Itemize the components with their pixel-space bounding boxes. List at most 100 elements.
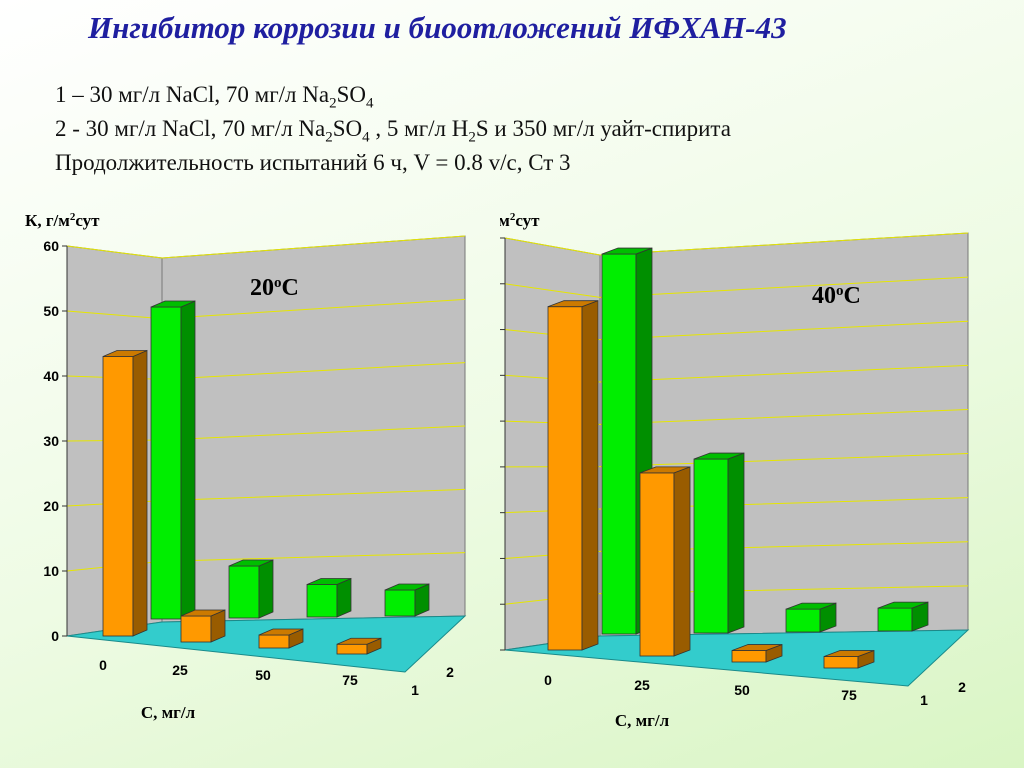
y-tick-label: 60 xyxy=(43,238,59,254)
gridline xyxy=(66,235,466,259)
bar-series1-2-front xyxy=(731,650,767,663)
bar-series2-2-front xyxy=(785,608,821,633)
bar-series1-2-top xyxy=(731,644,783,651)
bar-series2-1-top xyxy=(228,559,274,567)
x-tick-label: 0 xyxy=(99,657,107,673)
bar-series2-0-top xyxy=(601,247,653,255)
bar-series1-0-side xyxy=(581,300,599,651)
bar-series1-1-side xyxy=(673,466,691,657)
bar-series1-3-front xyxy=(823,656,859,669)
bar-series2-1-top xyxy=(693,452,745,460)
bar-series2-3-front xyxy=(384,589,416,617)
bar-series2-2 xyxy=(785,602,837,633)
bar-series1-0-front xyxy=(547,306,583,651)
bar-series2-0-side xyxy=(180,300,196,620)
bar-series2-3 xyxy=(877,601,929,632)
x-tick-label: 75 xyxy=(841,687,857,703)
bar-series1-0-top xyxy=(102,350,148,357)
series-label: 2 xyxy=(446,664,454,680)
x-tick-label: 50 xyxy=(734,682,750,698)
x-tick-label: 75 xyxy=(342,672,358,688)
y-tick-label: 20 xyxy=(43,498,59,514)
annotation-sup: o xyxy=(836,283,844,299)
annotation-value: 20 xyxy=(250,275,274,301)
bar-series1-1 xyxy=(180,609,226,643)
bar-series2-3-front xyxy=(877,607,913,632)
bar-series1-1 xyxy=(639,466,691,657)
gridline xyxy=(504,276,969,298)
gridline xyxy=(504,585,969,605)
annotation-unit: C xyxy=(282,275,299,301)
x-tick-label: 25 xyxy=(634,677,650,693)
bar-series1-2-front xyxy=(258,634,290,649)
condition-line-3: Продолжительность испытаний 6 ч, V = 0.8… xyxy=(55,150,571,175)
x-axis-label: С, мг/л xyxy=(141,703,196,722)
bar-series2-3 xyxy=(384,583,430,617)
condition-line-2: 2 - 30 мг/л NaCl, 70 мг/л Na2SO4 , 5 мг/… xyxy=(55,116,731,146)
bar-series1-0 xyxy=(102,349,148,637)
y-axis-label-sup: 2 xyxy=(70,211,76,223)
y-tick-label: 50 xyxy=(43,303,59,319)
y-axis-label-main: К, г/м xyxy=(500,211,510,230)
condition-line-1: 1 – 30 мг/л NaCl, 70 мг/л Na2SO4 xyxy=(55,82,374,112)
y-axis-label: К, г/м2сут xyxy=(25,211,100,230)
bar-series2-2-side xyxy=(336,577,352,618)
bar-series1-2-top xyxy=(258,628,304,636)
y-tick-label: 0 xyxy=(51,628,59,644)
temperature-annotation: 20oC xyxy=(250,275,299,301)
gridline xyxy=(504,453,969,468)
gridline xyxy=(504,364,969,383)
bar-series1-3 xyxy=(823,649,875,669)
bar-series2-1-side xyxy=(258,559,274,619)
series-label: 2 xyxy=(958,679,966,695)
bar-series1-2 xyxy=(258,628,304,649)
y-tick-label: 30 xyxy=(43,433,59,449)
gridline xyxy=(504,497,969,514)
bar-series1-0-side xyxy=(132,349,148,637)
bar-series1-1-front xyxy=(180,615,212,643)
series-label: 1 xyxy=(411,682,419,698)
bar-series1-3-front xyxy=(336,643,368,655)
y-axis-label: К, г/м2сут xyxy=(500,211,540,230)
temperature-annotation: 40oC xyxy=(812,283,861,309)
annotation-unit: C xyxy=(844,283,861,309)
bar-series2-2-front xyxy=(306,584,338,618)
x-tick-label: 0 xyxy=(544,672,552,688)
bar-series2-1-front xyxy=(693,458,729,634)
gridline xyxy=(504,408,969,425)
bar-series2-1-front xyxy=(228,565,260,619)
bar-series1-3 xyxy=(336,637,382,655)
bar-series2-1 xyxy=(228,559,274,619)
gridline xyxy=(504,541,969,559)
x-axis-label: С, мг/л xyxy=(615,711,670,730)
chart-40c: 0102030405060708090025507512С, мг/лК, г/… xyxy=(500,211,970,730)
annotation-value: 40 xyxy=(812,283,836,309)
bar-series2-0 xyxy=(150,300,196,620)
bar-series2-3-top xyxy=(384,583,430,591)
y-axis-label-sup: 2 xyxy=(510,211,516,223)
y-axis-label-unit: сут xyxy=(75,211,100,230)
bar-series1-3-top xyxy=(823,650,875,657)
back-wall xyxy=(161,235,466,623)
bar-series2-2 xyxy=(306,577,352,618)
bar-series1-3-top xyxy=(336,637,382,645)
bar-series1-0 xyxy=(547,300,599,651)
bar-series2-3-top xyxy=(877,601,929,609)
bar-series2-2-top xyxy=(785,602,837,610)
bar-series2-0-front xyxy=(601,253,637,635)
bar-series2-1-side xyxy=(727,452,745,634)
bar-series2-1 xyxy=(693,452,745,634)
page-title: Ингибитор коррозии и биоотложений ИФХАН-… xyxy=(88,10,787,45)
y-axis-label-unit: сут xyxy=(515,211,540,230)
x-tick-label: 25 xyxy=(172,662,188,678)
y-tick-label: 10 xyxy=(43,563,59,579)
gridline xyxy=(504,320,969,341)
x-tick-label: 50 xyxy=(255,667,271,683)
bar-series1-2 xyxy=(731,643,783,663)
annotation-sup: o xyxy=(274,275,282,291)
y-axis-label-main: К, г/м xyxy=(25,211,70,230)
gridline xyxy=(504,232,969,256)
y-tick-label: 40 xyxy=(43,368,59,384)
bar-series2-2-top xyxy=(306,578,352,585)
